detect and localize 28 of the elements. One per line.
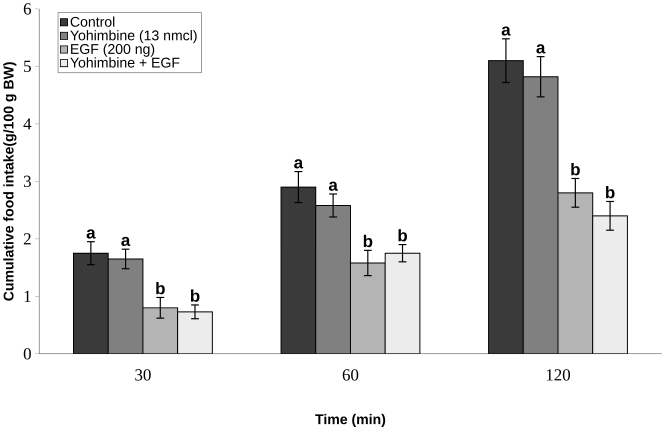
y-tick-label: 3 bbox=[24, 176, 31, 187]
x-tick-label: 60 bbox=[342, 369, 358, 380]
data-label: b bbox=[398, 228, 407, 242]
x-axis-title: Time (min) bbox=[315, 414, 386, 427]
x-tick-label: 30 bbox=[135, 369, 151, 380]
y-axis-title: Cumulative food intake(g/100 g BW) bbox=[3, 62, 16, 301]
legend-label: Yohimbine (13 nmcl) bbox=[70, 30, 197, 44]
data-label: b bbox=[156, 282, 165, 294]
data-label: a bbox=[536, 44, 546, 54]
x-tick-label: 120 bbox=[546, 369, 570, 380]
legend-label: EGF (200 ng) bbox=[71, 44, 154, 57]
y-tick-label: 4 bbox=[23, 118, 32, 130]
data-label: a bbox=[86, 229, 96, 238]
legend-label: Control bbox=[70, 16, 114, 27]
y-tick-label: 2 bbox=[24, 233, 31, 244]
y-tick-label: 1 bbox=[24, 290, 31, 302]
data-label: b bbox=[571, 162, 580, 176]
y-tick-label: 0 bbox=[24, 348, 31, 360]
data-label: a bbox=[328, 182, 338, 191]
y-tick-label: 5 bbox=[24, 60, 31, 72]
y-tick-label: 6 bbox=[24, 3, 32, 14]
legend-label: Yohimbine + EGF bbox=[70, 57, 180, 68]
data-label: a bbox=[121, 236, 130, 246]
data-label: a bbox=[294, 159, 304, 168]
data-label: b bbox=[606, 186, 615, 198]
data-label: b bbox=[364, 234, 372, 248]
data-label: b bbox=[190, 289, 200, 302]
data-label: a bbox=[502, 26, 511, 36]
